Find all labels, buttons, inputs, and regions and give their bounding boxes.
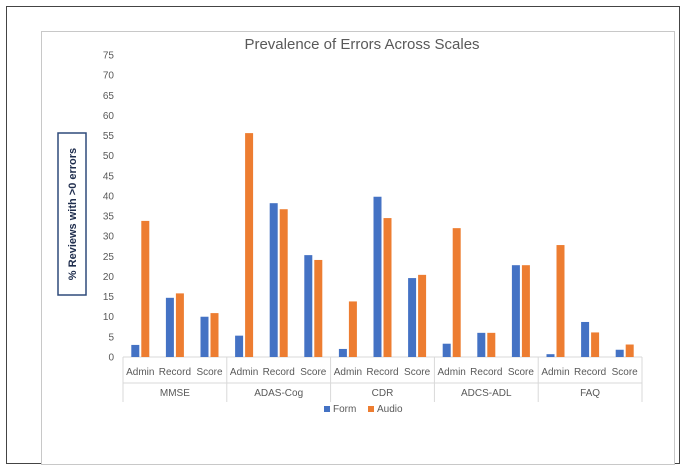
y-tick-label: 25 [103, 252, 115, 263]
bar-form [374, 197, 382, 357]
bar-audio [591, 332, 599, 357]
bar-form [270, 203, 278, 357]
x-category-label: Admin [334, 367, 362, 378]
bar-form [477, 333, 485, 357]
x-category-label: Score [508, 367, 535, 378]
x-category-label: Admin [438, 367, 466, 378]
bar-audio [176, 293, 184, 357]
legend-label-audio: Audio [377, 404, 403, 415]
y-axis-label-box: % Reviews with >0 errors [58, 133, 86, 295]
bar-form [443, 344, 451, 357]
y-tick-label: 0 [108, 353, 114, 364]
bar-form [166, 298, 174, 357]
legend-swatch-form [324, 406, 330, 412]
bar-form [235, 336, 243, 357]
x-group-label: FAQ [580, 388, 600, 399]
x-group-label: ADCS-ADL [461, 388, 512, 399]
x-group-label: ADAS-Cog [254, 388, 303, 399]
legend-label-form: Form [333, 404, 356, 415]
y-tick-label: 40 [103, 191, 115, 202]
bar-audio [487, 333, 495, 357]
bar-audio [211, 313, 219, 357]
bar-form [581, 322, 589, 357]
bar-audio [245, 133, 253, 357]
bar-audio [522, 265, 530, 357]
y-tick-label: 55 [103, 131, 115, 142]
x-category-label: Admin [230, 367, 258, 378]
x-category-label: Score [196, 367, 223, 378]
bar-form [512, 265, 520, 357]
bar-form [304, 255, 312, 357]
bar-form [616, 350, 624, 357]
y-tick-label: 10 [103, 312, 115, 323]
y-tick-label: 45 [103, 171, 115, 182]
y-axis-label: % Reviews with >0 errors [67, 148, 79, 280]
x-category-label: Admin [541, 367, 569, 378]
x-category-label: Record [159, 367, 191, 378]
bar-form [201, 317, 209, 357]
y-tick-label: 60 [103, 111, 115, 122]
x-category-label: Admin [126, 367, 154, 378]
bar-form [547, 354, 555, 357]
bar-audio [384, 218, 392, 357]
y-tick-label: 5 [108, 332, 114, 343]
bar-audio [626, 345, 634, 357]
y-tick-label: 50 [103, 151, 115, 162]
y-tick-label: 75 [103, 51, 115, 62]
bar-form [408, 278, 416, 357]
x-category-label: Record [366, 367, 398, 378]
y-tick-label: 30 [103, 232, 115, 243]
x-category-label: Score [404, 367, 431, 378]
x-category-label: Score [300, 367, 327, 378]
bar-audio [418, 275, 426, 357]
y-tick-label: 35 [103, 212, 115, 223]
y-tick-label: 70 [103, 71, 115, 82]
bar-audio [141, 221, 149, 357]
x-category-label: Record [470, 367, 502, 378]
bar-audio [280, 209, 288, 357]
x-category-label: Record [574, 367, 606, 378]
bar-form [131, 345, 139, 357]
x-category-label: Record [263, 367, 295, 378]
y-tick-label: 20 [103, 272, 115, 283]
bar-audio [453, 228, 461, 357]
bar-audio [349, 301, 357, 357]
x-category-label: Score [612, 367, 639, 378]
bar-audio [314, 260, 322, 357]
bar-form [339, 349, 347, 357]
y-tick-label: 65 [103, 91, 115, 102]
x-group-label: MMSE [160, 388, 190, 399]
bar-audio [557, 245, 565, 357]
y-tick-label: 15 [103, 292, 115, 303]
x-group-label: CDR [372, 388, 394, 399]
chart-title: Prevalence of Errors Across Scales [244, 36, 479, 53]
legend-swatch-audio [368, 406, 374, 412]
